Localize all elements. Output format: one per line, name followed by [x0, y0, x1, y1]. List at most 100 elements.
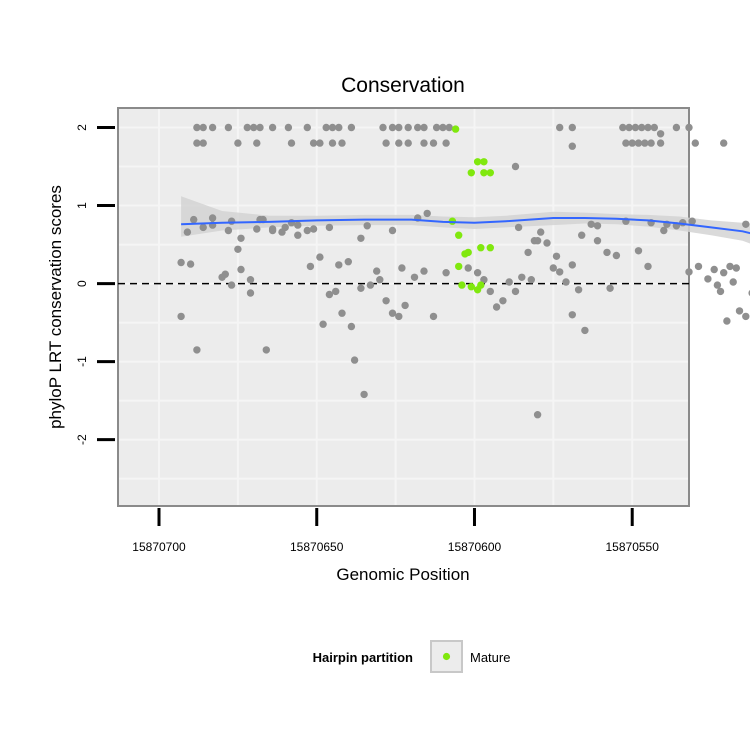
other-point	[395, 312, 403, 321]
other-point	[404, 139, 412, 147]
other-point	[720, 269, 728, 277]
other-point	[328, 123, 337, 132]
mature-point	[467, 283, 475, 291]
other-point	[742, 312, 750, 321]
other-point	[603, 248, 611, 257]
other-point	[511, 162, 520, 171]
other-point	[193, 123, 201, 132]
other-point	[423, 209, 431, 218]
other-point	[429, 139, 438, 147]
other-point	[395, 123, 403, 132]
other-point	[227, 217, 236, 225]
mature-point	[477, 281, 485, 289]
other-point	[414, 123, 422, 132]
other-point	[224, 123, 233, 132]
other-point	[199, 223, 207, 232]
other-point	[568, 311, 576, 319]
other-point	[253, 225, 261, 233]
other-point	[335, 261, 343, 269]
other-point	[325, 290, 334, 299]
other-point	[631, 123, 640, 132]
other-point	[562, 278, 570, 286]
other-point	[473, 269, 482, 277]
other-point	[556, 123, 564, 132]
other-point	[625, 123, 633, 132]
other-point	[347, 322, 356, 331]
mature-point	[480, 158, 488, 166]
other-point	[685, 123, 693, 132]
y-tick-label: 1	[75, 202, 89, 209]
other-point	[492, 303, 501, 311]
other-point	[578, 231, 586, 239]
other-point	[518, 273, 526, 281]
other-point	[246, 276, 255, 284]
other-point	[306, 262, 315, 271]
other-point	[420, 123, 428, 132]
other-point	[256, 123, 264, 132]
other-point	[527, 276, 535, 284]
other-point	[218, 273, 226, 281]
other-point	[344, 258, 352, 266]
other-point	[388, 309, 397, 317]
other-point	[199, 139, 207, 147]
other-point	[691, 139, 699, 147]
y-tick-label: 2	[75, 124, 89, 131]
other-point	[634, 139, 643, 147]
other-point	[177, 258, 185, 267]
other-point	[335, 123, 343, 132]
other-point	[190, 215, 198, 224]
other-point	[360, 390, 368, 399]
other-point	[511, 287, 520, 296]
other-point	[224, 226, 233, 235]
other-point	[499, 297, 507, 305]
other-point	[322, 123, 330, 132]
legend-title: Hairpin partition	[313, 650, 413, 665]
other-point	[388, 226, 397, 235]
other-point	[284, 123, 293, 132]
other-point	[332, 287, 340, 296]
mature-point	[486, 169, 494, 177]
other-point	[350, 356, 359, 364]
other-point	[656, 130, 665, 138]
other-point	[729, 278, 737, 286]
mature-point	[455, 231, 463, 239]
x-tick-label: 15870600	[448, 540, 502, 554]
other-point	[688, 217, 696, 225]
other-point	[177, 312, 185, 321]
other-point	[505, 278, 513, 286]
other-point	[552, 252, 561, 260]
mature-point	[480, 169, 488, 177]
other-point	[735, 307, 744, 315]
other-point	[587, 220, 595, 228]
other-point	[347, 123, 356, 132]
other-point	[442, 269, 450, 277]
other-point	[656, 139, 665, 147]
mature-point	[451, 125, 460, 133]
other-point	[524, 248, 532, 257]
loess-line	[181, 217, 750, 235]
other-point	[641, 139, 649, 147]
y-tick-label: -2	[75, 434, 89, 445]
other-point	[650, 123, 658, 132]
chart-title: Conservation	[341, 74, 465, 97]
other-point	[382, 139, 390, 147]
points-layer	[177, 123, 750, 419]
other-point	[432, 123, 441, 132]
x-tick-label: 15870650	[290, 540, 344, 554]
other-point	[294, 221, 302, 229]
y-tick-label: 0	[75, 280, 89, 287]
other-point	[398, 264, 406, 272]
other-point	[376, 276, 384, 284]
other-point	[287, 139, 296, 147]
x-tick-label: 15870550	[606, 540, 660, 554]
other-point	[720, 139, 728, 147]
other-point	[268, 123, 277, 132]
other-point	[246, 289, 255, 297]
other-point	[480, 276, 488, 284]
other-point	[704, 275, 712, 283]
other-point	[338, 139, 346, 147]
other-point	[514, 223, 523, 232]
other-point	[439, 123, 447, 132]
other-point	[420, 139, 428, 147]
